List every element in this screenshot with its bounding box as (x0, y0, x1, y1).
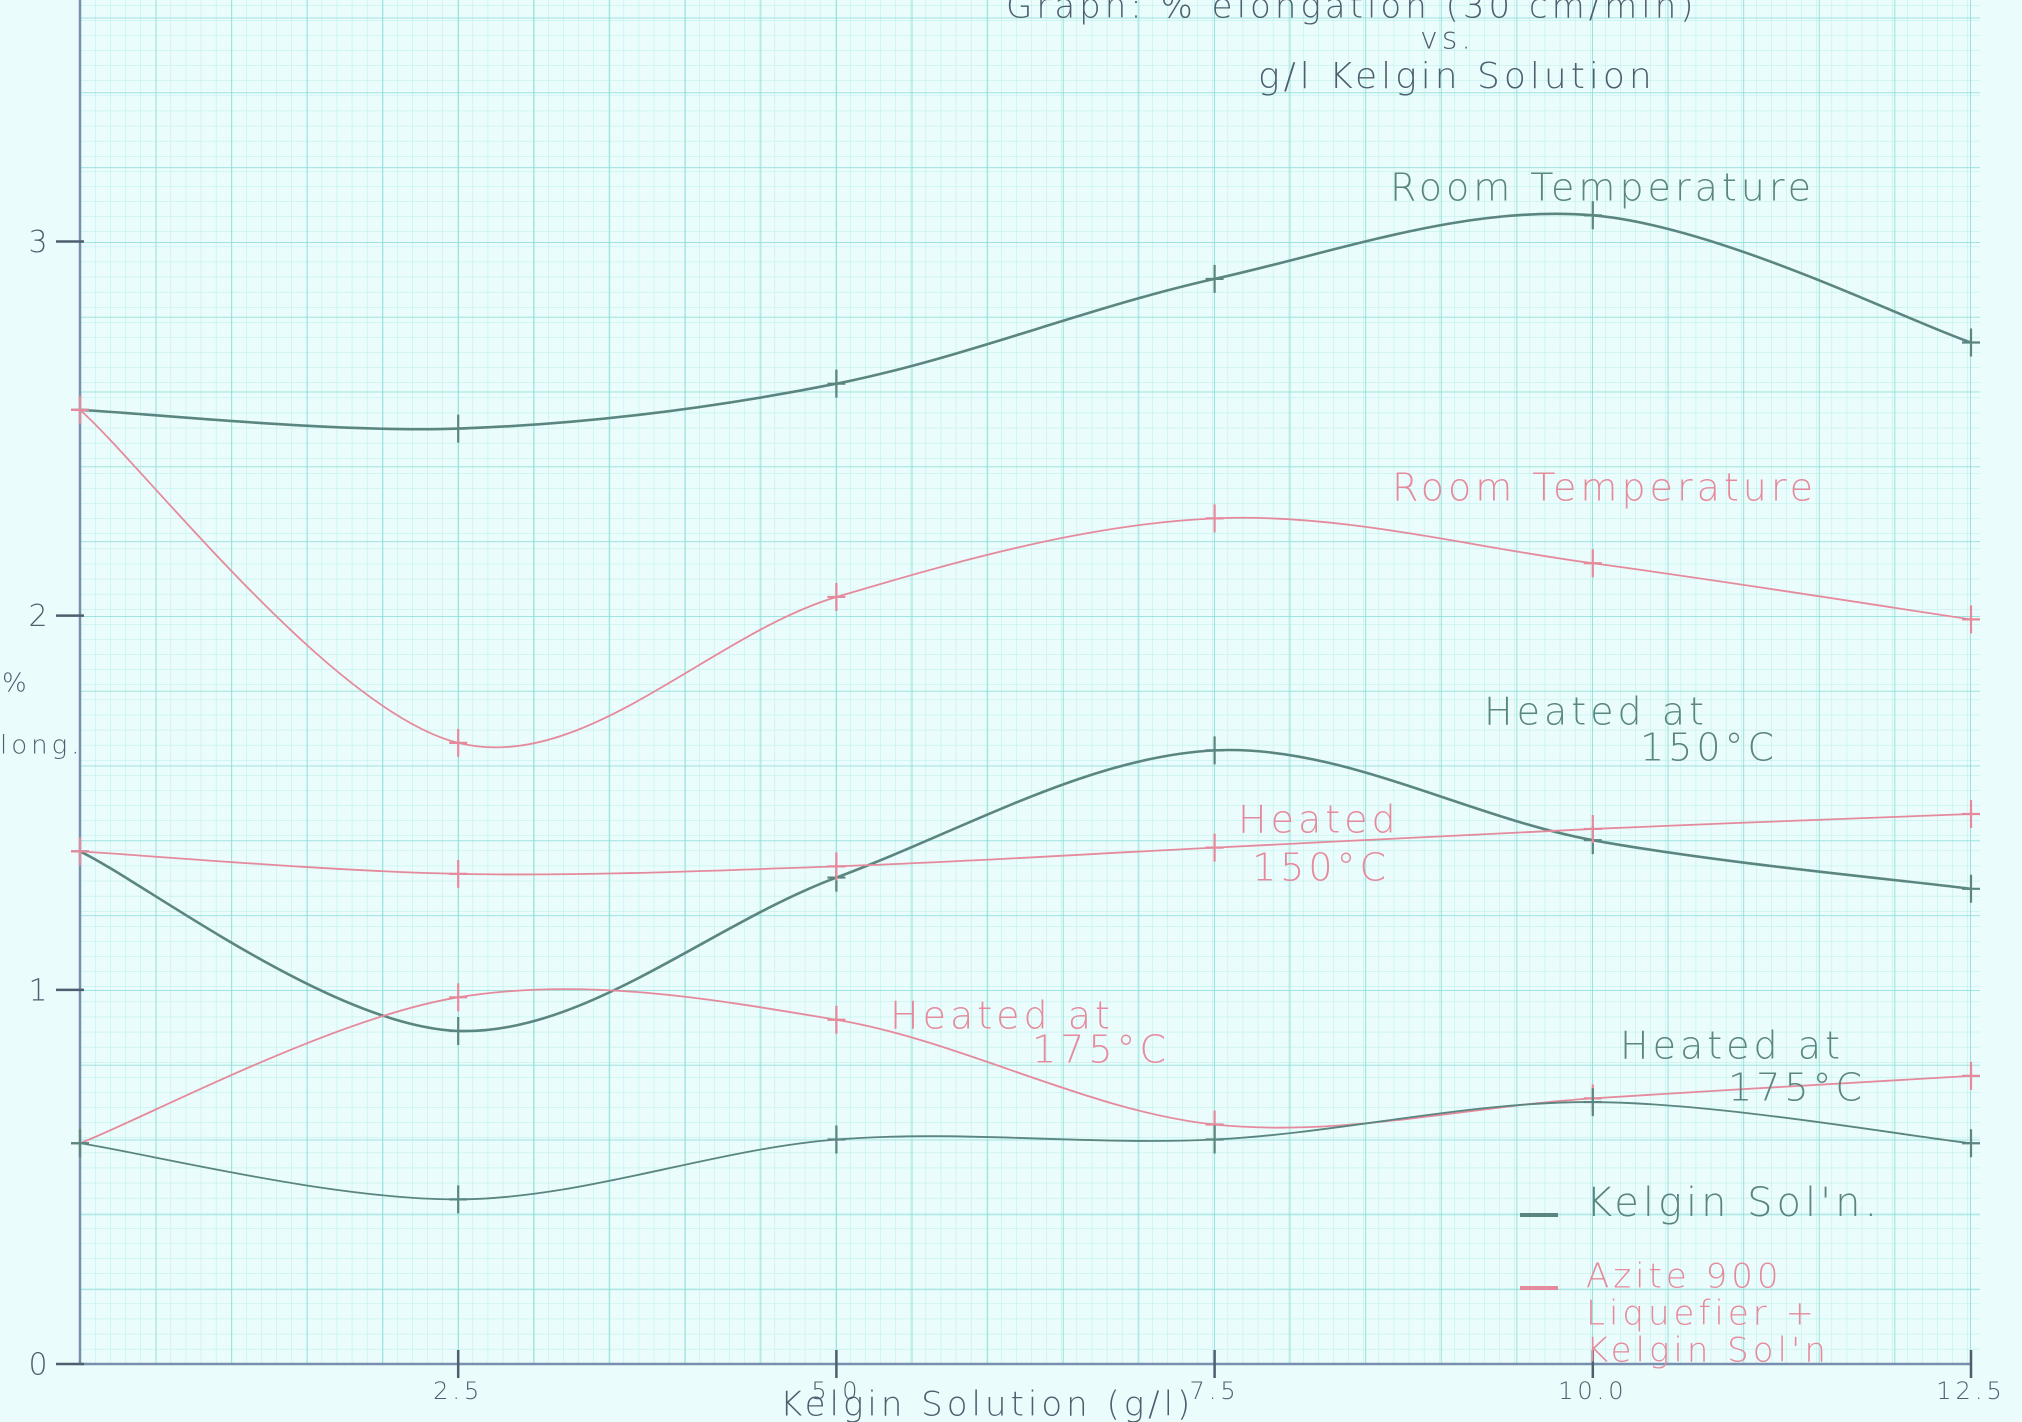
chart-title: Graph: % elongation (30 cm/min) (1006, 0, 1698, 27)
x-tick-label: 7.5 (1190, 1377, 1240, 1405)
curve-label: 150°C (1640, 726, 1778, 770)
chart-title: vs. (1420, 22, 1475, 57)
curve-label: 175°C (1728, 1066, 1866, 1110)
y-axis-label: % (2, 669, 31, 699)
x-axis-label: Kelgin Solution (g/l) (780, 1385, 1194, 1422)
y-tick-label: 2 (28, 599, 51, 634)
legend-label: Kelgin Sol'n. (1586, 1180, 1881, 1226)
legend-label: Kelgin Sol'n (1586, 1331, 1830, 1371)
curve-label: 175°C (1032, 1028, 1170, 1072)
curve-label: Heated at (1620, 1024, 1844, 1068)
curve-label: Room Temperature (1392, 466, 1817, 510)
x-tick-label: 12.5 (1936, 1377, 2005, 1405)
y-axis-label: elong. (0, 731, 83, 761)
y-tick-label: 1 (28, 973, 51, 1008)
y-tick-label: 0 (28, 1348, 51, 1383)
chart: 01232.55.07.510.012.5Graph: % elongation… (0, 0, 2022, 1422)
legend-label: Liquefier + (1586, 1294, 1818, 1334)
x-tick-label: 2.5 (433, 1377, 483, 1405)
legend-label: Azite 900 (1586, 1257, 1783, 1297)
y-tick-label: 3 (28, 225, 51, 260)
chart-title: g/l Kelgin Solution (1258, 56, 1656, 97)
curve-label: 150°C (1252, 846, 1390, 890)
x-tick-label: 10.0 (1558, 1377, 1627, 1405)
curve-label: Heated (1238, 798, 1400, 842)
curve-label: Room Temperature (1390, 166, 1815, 210)
